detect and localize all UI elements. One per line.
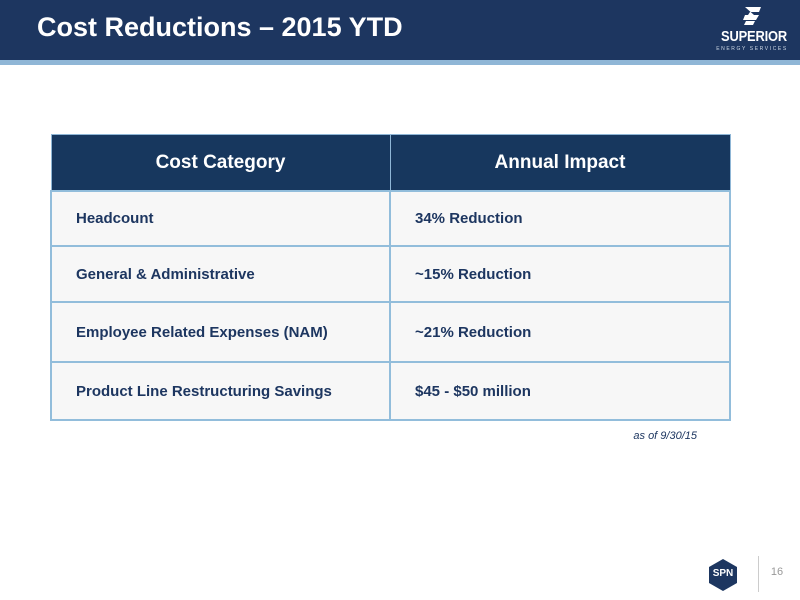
table-row: Employee Related Expenses (NAM) ~21% Red… [50,301,731,363]
cost-category-cell: General & Administrative [50,245,391,303]
footer-divider [758,556,759,592]
annual-impact-cell: ~15% Reduction [389,245,731,303]
logo-subtitle: ENERGY SERVICES [716,46,788,52]
logo-mark-icon [743,7,761,25]
annual-impact-cell: ~21% Reduction [389,301,731,363]
hexagon-icon [709,559,737,591]
table-row: Headcount 34% Reduction [50,190,731,247]
spn-badge: SPN [706,558,740,592]
spn-badge-label: SPN [712,568,734,579]
cost-category-cell: Employee Related Expenses (NAM) [50,301,391,363]
slide-title: Cost Reductions – 2015 YTD [37,12,403,42]
column-header-annual-impact: Annual Impact [389,134,731,192]
header-accent-stripe [0,60,800,65]
annual-impact-cell: 34% Reduction [389,190,731,247]
page-number: 16 [770,566,784,578]
cost-category-cell: Product Line Restructuring Savings [50,361,391,421]
slide-header: Cost Reductions – 2015 YTD SUPERIOR ENER… [0,0,800,60]
table-row: General & Administrative ~15% Reduction [50,245,731,303]
table-row: Product Line Restructuring Savings $45 -… [50,361,731,421]
logo-name: SUPERIOR [721,28,788,45]
column-header-cost-category: Cost Category [50,134,391,192]
as-of-date-footnote: as of 9/30/15 [633,430,697,442]
annual-impact-cell: $45 - $50 million [389,361,731,421]
table-header-row: Cost Category Annual Impact [50,134,731,192]
cost-category-cell: Headcount [50,190,391,247]
superior-energy-logo: SUPERIOR ENERGY SERVICES [716,6,788,54]
cost-reductions-table: Cost Category Annual Impact Headcount 34… [50,134,731,421]
